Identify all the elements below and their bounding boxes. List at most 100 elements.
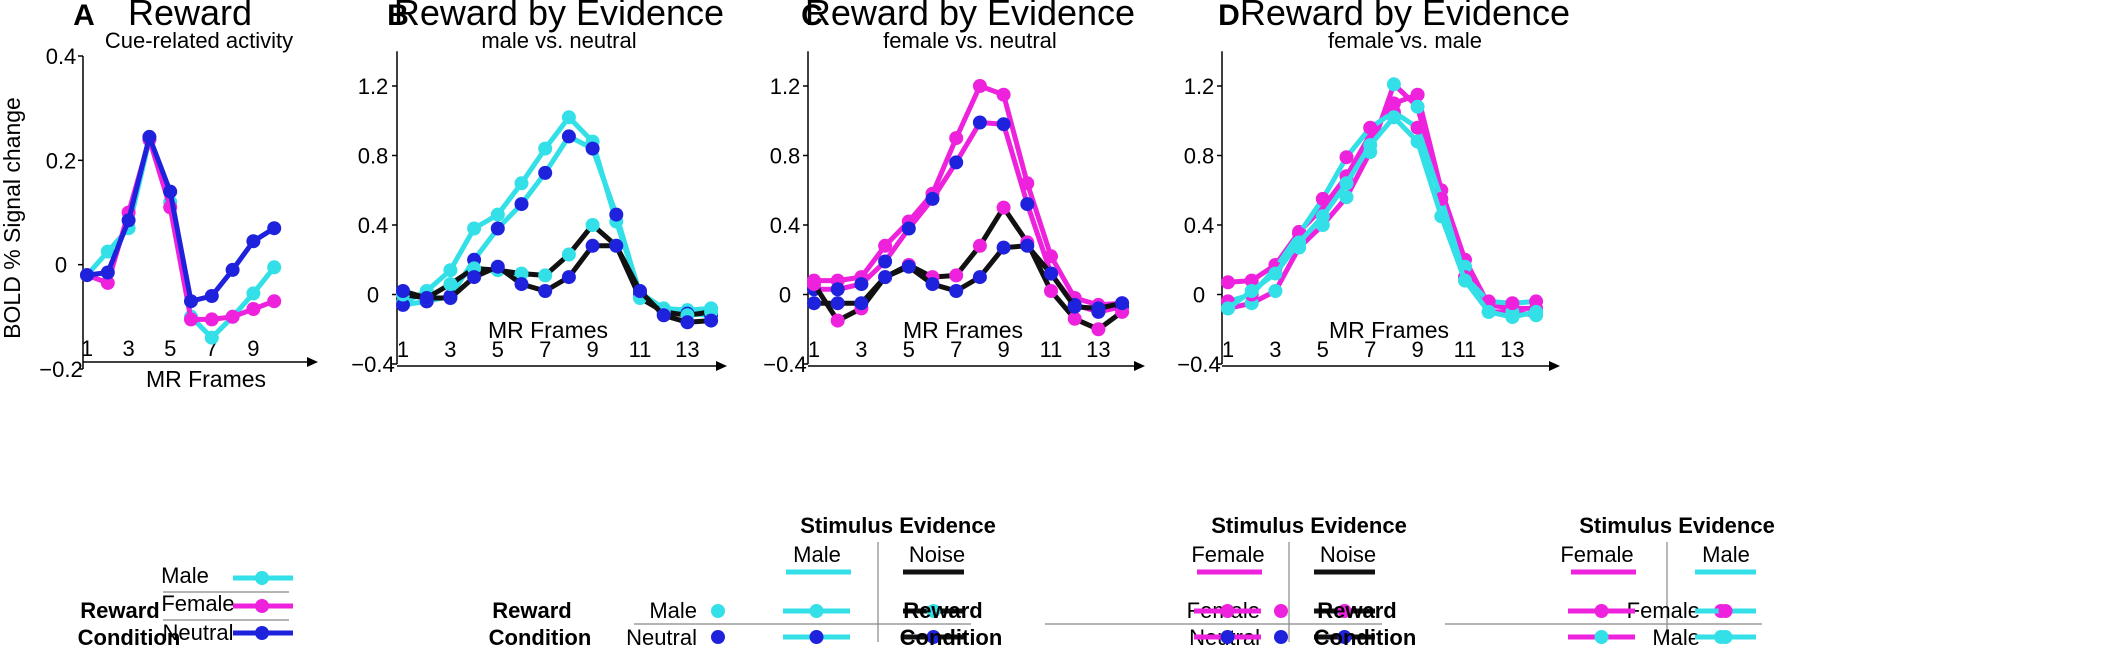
legend-marker-swatch — [255, 626, 269, 640]
legend-column-label: Male — [1702, 542, 1750, 567]
data-point — [1268, 284, 1283, 298]
data-point — [585, 141, 600, 156]
y-tick-label: −0.4 — [1177, 352, 1220, 377]
data-point — [996, 117, 1011, 132]
data-point — [184, 312, 198, 327]
legend-row-marker — [1274, 630, 1288, 644]
legend-entry-label: Female — [161, 591, 234, 616]
legend-row-label: Male — [1652, 625, 1700, 649]
data-point — [142, 129, 157, 144]
x-tick-label: 7 — [1364, 337, 1376, 362]
panel-subtitle: female vs. neutral — [883, 28, 1057, 53]
panel-title: Reward by Evidence — [394, 0, 724, 33]
x-tick-label: 5 — [164, 336, 176, 361]
data-point — [925, 191, 940, 206]
legend-row-title: Condition — [489, 625, 592, 649]
data-point — [1458, 273, 1472, 288]
x-axis-label: MR Frames — [903, 317, 1023, 343]
x-tick-label: 7 — [539, 337, 551, 362]
x-axis-label: MR Frames — [488, 317, 608, 343]
legend-title: Condition — [78, 625, 181, 649]
data-point — [1505, 310, 1520, 325]
x-tick-label: 9 — [997, 337, 1009, 362]
data-point — [1067, 299, 1082, 314]
legend-cell-marker — [926, 630, 941, 644]
data-point — [1244, 284, 1259, 298]
data-point — [1410, 99, 1425, 114]
series-line — [86, 137, 276, 322]
data-point — [514, 197, 529, 212]
x-tick-label: 1 — [1222, 337, 1234, 362]
data-point — [1268, 266, 1283, 281]
legend-row-title: Reward — [1317, 598, 1396, 623]
data-point — [1410, 87, 1425, 102]
y-tick-label: −0.4 — [763, 352, 806, 377]
data-point — [1221, 301, 1235, 316]
y-tick-label: 0 — [367, 283, 379, 308]
x-axis-arrowhead — [307, 357, 318, 367]
x-axis-arrowhead — [1549, 361, 1560, 371]
x-tick-label: 13 — [1500, 337, 1524, 362]
data-point — [1044, 266, 1058, 281]
data-point — [204, 312, 219, 327]
data-point — [680, 315, 695, 330]
legend-title: Reward — [80, 598, 159, 623]
legend-row-label: Female — [1627, 598, 1700, 623]
x-tick-label: 3 — [122, 336, 134, 361]
y-tick-label: −0.2 — [39, 357, 82, 382]
data-point — [1315, 191, 1330, 206]
data-point — [443, 263, 458, 278]
y-tick-label: 1.2 — [1184, 74, 1215, 99]
y-tick-label: 0.8 — [1184, 144, 1215, 169]
data-point — [1339, 150, 1354, 165]
y-tick-label: 0 — [779, 283, 791, 308]
data-point — [901, 221, 916, 236]
data-point — [878, 238, 893, 253]
data-point — [949, 131, 964, 146]
legend-title: Stimulus Evidence — [1211, 513, 1407, 538]
data-point — [1529, 294, 1544, 309]
data-point — [972, 79, 987, 93]
data-point — [267, 221, 282, 236]
data-point — [396, 297, 410, 312]
y-tick-label: 1.2 — [770, 74, 801, 99]
legend-column-label: Male — [793, 542, 841, 567]
panel-title: Reward by Evidence — [805, 0, 1135, 33]
legend-cell-marker — [1718, 604, 1733, 618]
legend: Stimulus EvidenceFemaleNoiseFemaleNeutra… — [900, 513, 1407, 649]
data-point — [1244, 273, 1259, 288]
x-tick-label: 1 — [397, 337, 409, 362]
panel-subtitle: male vs. neutral — [481, 28, 636, 53]
data-point — [1020, 238, 1035, 253]
panel-letter: C — [801, 0, 823, 32]
data-point — [267, 260, 282, 275]
legend-cell-marker — [1594, 604, 1609, 618]
data-point — [184, 294, 198, 309]
legend-marker-swatch — [255, 599, 269, 613]
data-point — [225, 262, 240, 277]
data-point — [1386, 110, 1401, 125]
data-point — [1067, 311, 1082, 326]
data-point — [561, 129, 576, 144]
data-point — [419, 291, 434, 305]
data-point — [1221, 275, 1235, 290]
data-point — [100, 244, 115, 259]
data-point — [443, 291, 458, 305]
legend-row-title: Condition — [1314, 625, 1417, 649]
data-point — [1020, 197, 1035, 212]
x-tick-label: 13 — [675, 337, 699, 362]
legend-cell-marker — [1220, 604, 1235, 618]
y-tick-label: 0 — [55, 253, 67, 278]
panel-subtitle: Cue-related activity — [105, 28, 293, 53]
legend-row-marker — [711, 604, 725, 618]
data-point — [972, 238, 987, 253]
y-tick-label: 0.8 — [358, 144, 389, 169]
y-tick-label: 0.4 — [46, 44, 77, 69]
data-point — [490, 221, 505, 236]
x-tick-label: 11 — [1040, 337, 1063, 362]
panel-letter: B — [387, 0, 409, 32]
legend-marker-swatch — [255, 571, 269, 585]
